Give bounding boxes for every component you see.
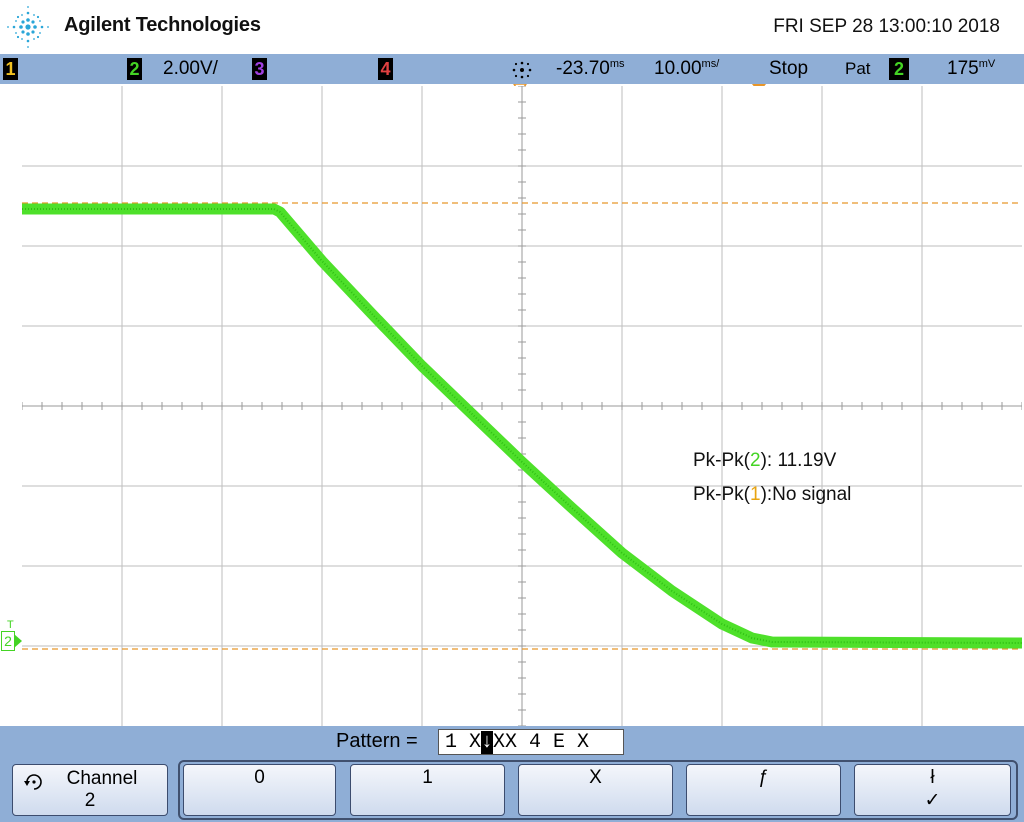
status-bar: 1 2 2.00V/ 3 4 -23.70ms 10.00ms/ Stop Pa…	[0, 54, 1024, 84]
softkey-rising-edge[interactable]: ƒ	[686, 764, 841, 816]
softkey-one-label: 1	[422, 767, 433, 788]
measurement-value: ): 11.19V	[760, 450, 837, 471]
measurement-panel: Pk-Pk(2): 11.19V Pk-Pk(1):No signal	[693, 444, 851, 512]
timebase: 10.00ms/	[654, 58, 719, 80]
delay-unit: ms	[609, 58, 625, 70]
softkey-one[interactable]: 1	[350, 764, 505, 816]
channel-1-indicator[interactable]: 1	[3, 58, 18, 80]
trigger-level-letter: T	[7, 619, 14, 631]
channel-4-indicator[interactable]: 4	[378, 58, 393, 80]
softkey-falling-edge[interactable]: ł ✓	[854, 764, 1011, 816]
softkey-dont-care-label: X	[589, 767, 602, 788]
measurement-channel: 2	[750, 450, 761, 471]
title-bar: Agilent Technologies FRI SEP 28 13:00:10…	[0, 0, 1024, 54]
trigger-source-indicator: 2	[889, 58, 909, 80]
pattern-softkey-group	[178, 760, 1018, 820]
pattern-prefix: 1 X	[445, 731, 482, 754]
channel-softkey[interactable]: Channel 2	[12, 764, 168, 816]
rising-edge-icon: ƒ	[758, 767, 769, 788]
softkey-dont-care[interactable]: X	[518, 764, 673, 816]
measurement-pkpk-ch1: Pk-Pk(1):No signal	[693, 478, 851, 512]
softkey-bar: Pattern = 1 X↓XX 4 E X Channel 2 0 1 X ƒ…	[0, 726, 1024, 822]
channel-2-ground-label: 2	[1, 631, 15, 651]
ground-arrow-icon	[14, 634, 22, 648]
trigger-level: 175mV	[947, 58, 995, 80]
softkey-zero-label: 0	[254, 767, 265, 788]
measurement-pkpk-ch2: Pk-Pk(2): 11.19V	[693, 444, 851, 478]
pattern-suffix: XX 4 E X	[493, 731, 590, 754]
trigger-level-unit: mV	[978, 58, 996, 70]
date-time: FRI SEP 28 13:00:10 2018	[773, 16, 1000, 37]
horizontal-delay-icon	[512, 61, 532, 79]
ground-marker[interactable]: T 2	[1, 620, 23, 660]
pattern-field[interactable]: 1 X↓XX 4 E X	[438, 729, 624, 755]
trigger-level-value: 175	[947, 58, 979, 79]
rotate-knob-icon	[24, 774, 42, 790]
channel-2-indicator[interactable]: 2	[127, 58, 142, 80]
channel-3-indicator[interactable]: 3	[252, 58, 267, 80]
agilent-logo-icon	[7, 6, 49, 48]
channel-2-waveform-noise	[22, 208, 1022, 644]
axis-ticks	[22, 86, 1022, 726]
channel-softkey-value: 2	[84, 790, 96, 811]
measurement-value: ):No signal	[760, 484, 852, 505]
channel-2-scale: 2.00V/	[163, 58, 218, 79]
measurement-channel: 1	[750, 484, 761, 505]
falling-edge-icon: ł	[930, 767, 935, 788]
horizontal-delay: -23.70ms	[556, 58, 625, 80]
run-state: Stop	[769, 58, 809, 79]
delay-value: -23.70	[556, 58, 610, 79]
timebase-unit: ms/	[701, 58, 720, 70]
pattern-selected-bit: ↓	[481, 731, 494, 754]
brand-name: Agilent Technologies	[64, 14, 261, 36]
channel-softkey-label: Channel	[66, 768, 138, 789]
softkey-zero[interactable]: 0	[183, 764, 336, 816]
checkmark-icon: ✓	[924, 790, 941, 811]
timebase-value: 10.00	[654, 58, 702, 79]
measurement-label: Pk-Pk(	[693, 450, 750, 471]
measurement-label: Pk-Pk(	[693, 484, 750, 505]
trigger-mode: Pat	[845, 59, 871, 78]
waveform-display	[22, 86, 1022, 726]
pattern-label: Pattern =	[336, 730, 418, 752]
